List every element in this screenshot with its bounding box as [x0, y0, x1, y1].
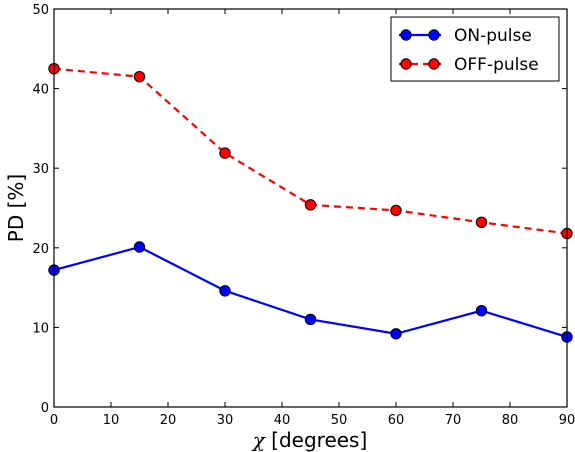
- data-point: [304, 313, 317, 326]
- y-tick-label: 40: [32, 83, 49, 98]
- y-tick-label: 0: [41, 401, 49, 416]
- axes: 0 10 20 30 40 50 60 70 80 90 0 10 20 30 40 50: [32, 3, 575, 428]
- x-tick-label: 60: [388, 413, 405, 428]
- legend-item: OFF-pulse: [399, 55, 539, 75]
- x-tick-label: 40: [274, 413, 291, 428]
- x-tick-label: 70: [445, 413, 462, 428]
- series-layer: [48, 62, 573, 343]
- x-tick-label: 20: [160, 413, 177, 428]
- legend-label: OFF-pulse: [454, 55, 539, 75]
- x-axis-label-unit: [degrees]: [265, 428, 367, 452]
- legend-box: [390, 16, 560, 82]
- x-axis-label: χ [degrees]: [251, 428, 368, 452]
- series-off-pulse: [48, 62, 573, 240]
- legend-label: ON-pulse: [454, 26, 532, 46]
- data-point: [219, 285, 231, 297]
- y-tick-label: 20: [32, 242, 49, 257]
- legend-marker: [400, 58, 412, 70]
- x-tick-label: 10: [103, 413, 120, 428]
- legend-item: ON-pulse: [399, 26, 532, 46]
- series-on-pulse: [48, 241, 573, 343]
- y-tick-label: 10: [32, 321, 49, 336]
- data-point: [475, 216, 488, 229]
- data-point: [219, 147, 231, 159]
- data-point: [133, 241, 146, 253]
- x-tick-label: 30: [217, 413, 234, 428]
- x-tick-label: 50: [331, 413, 348, 428]
- legend-marker: [428, 58, 440, 70]
- y-tick-label: 50: [32, 3, 49, 18]
- data-point: [304, 199, 317, 211]
- legend: ON-pulse OFF-pulse: [390, 16, 560, 82]
- data-point: [390, 204, 402, 217]
- data-point: [390, 328, 402, 340]
- x-axis-label-variable: χ: [251, 428, 267, 452]
- y-axis-label: PD [%]: [4, 174, 28, 242]
- x-tick-label: 80: [502, 413, 519, 428]
- legend-marker: [428, 29, 440, 41]
- plot-border: [53, 8, 568, 408]
- data-point: [133, 70, 146, 83]
- x-tick-label: 90: [559, 413, 575, 428]
- x-tick-label: 0: [50, 413, 58, 428]
- y-tick-label: 30: [32, 162, 49, 177]
- data-point: [475, 304, 488, 317]
- plot-frame: [53, 8, 568, 408]
- legend-marker: [400, 29, 412, 41]
